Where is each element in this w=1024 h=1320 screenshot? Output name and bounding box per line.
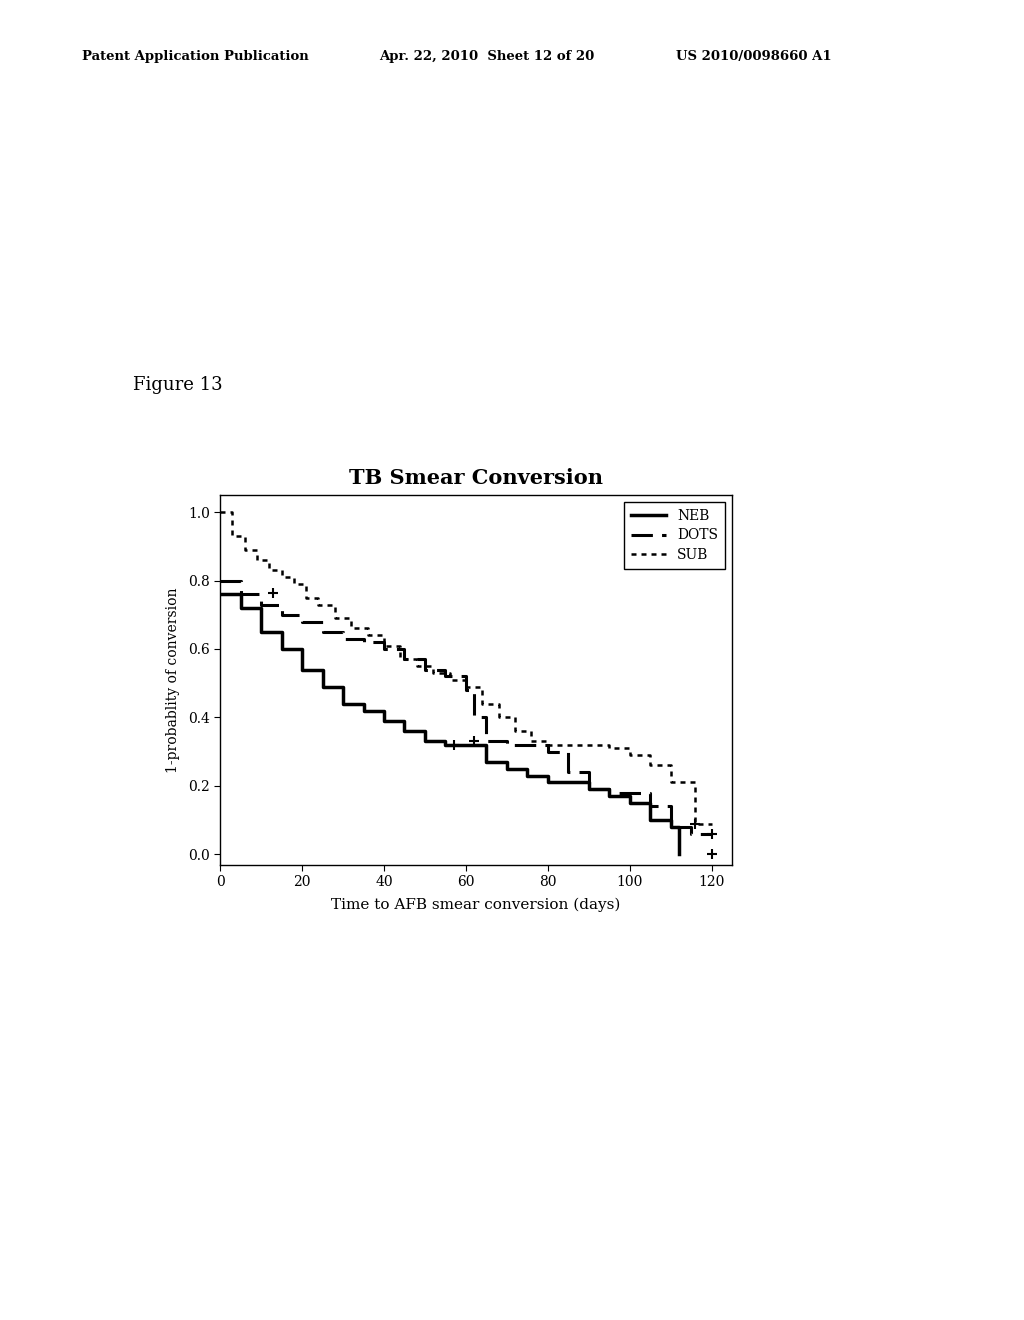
- Text: Figure 13: Figure 13: [133, 376, 223, 395]
- X-axis label: Time to AFB smear conversion (days): Time to AFB smear conversion (days): [332, 898, 621, 912]
- Text: Apr. 22, 2010  Sheet 12 of 20: Apr. 22, 2010 Sheet 12 of 20: [379, 50, 594, 63]
- Legend: NEB, DOTS, SUB: NEB, DOTS, SUB: [625, 502, 725, 569]
- Text: Patent Application Publication: Patent Application Publication: [82, 50, 308, 63]
- Y-axis label: 1-probablity of conversion: 1-probablity of conversion: [166, 587, 179, 772]
- Title: TB Smear Conversion: TB Smear Conversion: [349, 467, 603, 488]
- Text: US 2010/0098660 A1: US 2010/0098660 A1: [676, 50, 831, 63]
